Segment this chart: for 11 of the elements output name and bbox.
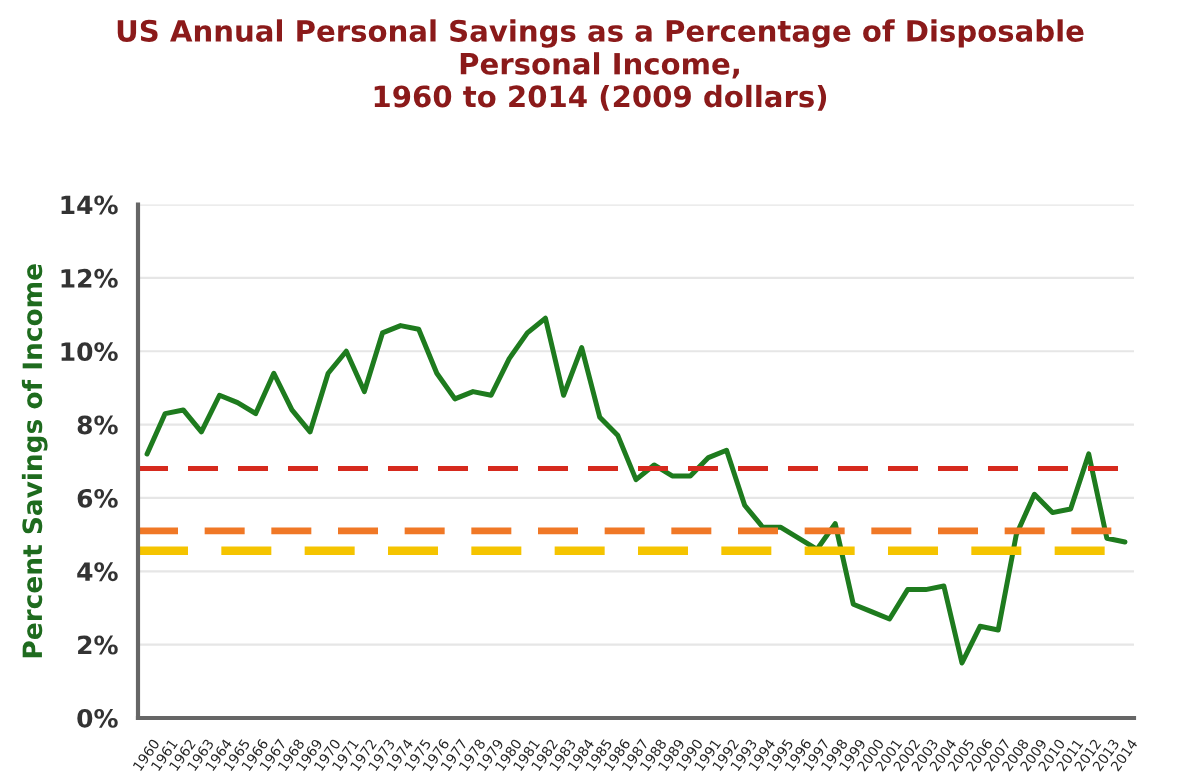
chart-title: US Annual Personal Savings as a Percentage of Disposable Personal Income, 1960 to 2014 (2009 dollars) — [117, 19, 1084, 111]
y-tick-label: 4% — [77, 562, 118, 582]
y-tick-label: 8% — [77, 415, 118, 435]
y-tick-label: 6% — [77, 488, 118, 508]
y-tick-label: 12% — [61, 268, 118, 288]
y-axis-title: Percent Savings of Income — [21, 264, 48, 658]
y-tick-label: 2% — [78, 635, 118, 655]
y-tick-label: 10% — [61, 342, 118, 362]
line-series — [144, 315, 1128, 666]
y-tick-label: 0% — [77, 708, 118, 728]
y-tick-label: 14% — [61, 195, 118, 215]
